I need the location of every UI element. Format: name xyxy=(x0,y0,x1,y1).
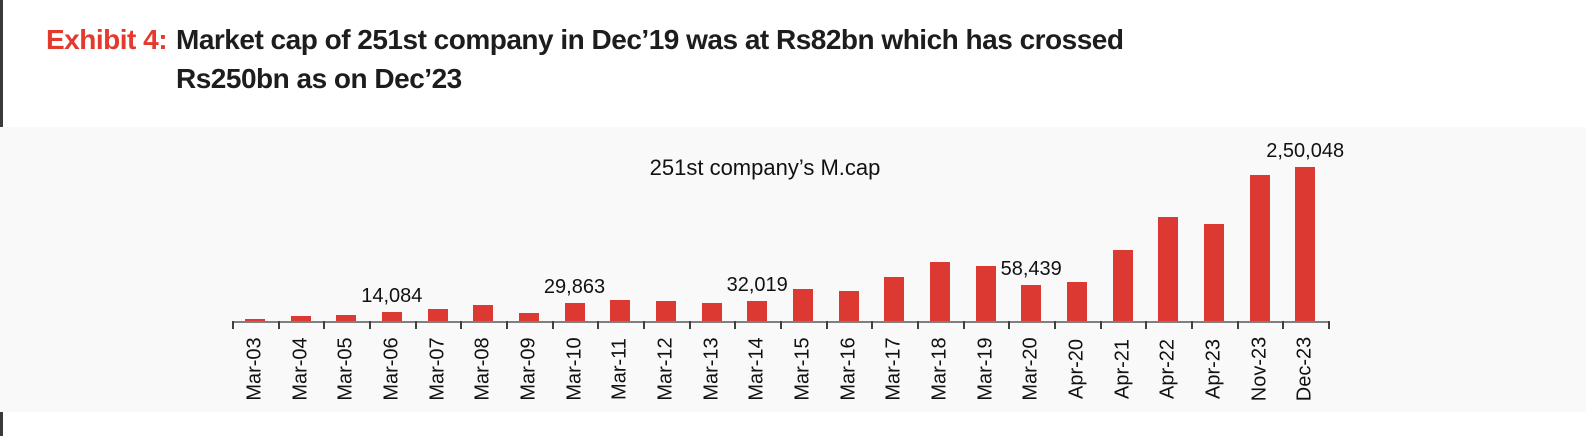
x-axis-tick xyxy=(1008,321,1010,329)
x-axis-tick xyxy=(780,321,782,329)
x-axis-tick xyxy=(232,321,234,329)
bar-Dec-23 xyxy=(1295,166,1316,321)
x-axis-tick xyxy=(415,321,417,329)
bar-Mar-13 xyxy=(701,303,722,321)
bar-Apr-23 xyxy=(1203,223,1224,321)
bar-Apr-21 xyxy=(1112,250,1133,321)
x-axis-tick xyxy=(1282,321,1284,329)
bar-Mar-08 xyxy=(473,305,494,321)
exhibit-label: Exhibit 4: xyxy=(46,24,168,55)
bar-Mar-05 xyxy=(336,314,357,321)
x-axis-tick xyxy=(826,321,828,329)
x-axis-tick xyxy=(323,321,325,329)
bar-Mar-12 xyxy=(655,301,676,321)
chart-panel xyxy=(0,127,1586,412)
bar-Mar-04 xyxy=(290,316,311,321)
x-axis-tick xyxy=(597,321,599,329)
x-axis-tick xyxy=(1100,321,1102,329)
data-label-Dec-23: 2,50,048 xyxy=(1266,139,1345,162)
x-axis-tick xyxy=(506,321,508,329)
x-axis-tick xyxy=(917,321,919,329)
bar-Mar-14 xyxy=(747,301,768,321)
exhibit-title-line2: Rs250bn as on Dec’23 xyxy=(176,63,462,94)
bar-Nov-23 xyxy=(1249,174,1270,321)
bar-Mar-20 xyxy=(1021,284,1042,321)
x-axis-tick xyxy=(1328,321,1330,329)
bar-Mar-19 xyxy=(975,265,996,321)
chart-title: 251st company’s M.cap xyxy=(649,155,881,180)
bar-Mar-15 xyxy=(792,288,813,321)
bar-Mar-09 xyxy=(518,312,539,321)
bar-Mar-06 xyxy=(381,312,402,321)
x-axis-tick xyxy=(643,321,645,329)
bar-Mar-18 xyxy=(929,262,950,321)
x-axis-tick xyxy=(369,321,371,329)
bar-Mar-17 xyxy=(884,276,905,321)
bar-Apr-22 xyxy=(1158,216,1179,321)
exhibit-title-line1: Market cap of 251st company in Dec’19 wa… xyxy=(176,24,1124,55)
x-axis-tick xyxy=(734,321,736,329)
bar-Mar-10 xyxy=(564,302,585,321)
x-axis-tick xyxy=(963,321,965,329)
data-label-Mar-10: 29,863 xyxy=(543,275,606,298)
x-axis-tick xyxy=(460,321,462,329)
x-axis-tick xyxy=(1145,321,1147,329)
x-axis-tick xyxy=(1054,321,1056,329)
x-axis-tick xyxy=(1237,321,1239,329)
x-axis-tick xyxy=(278,321,280,329)
data-label-Mar-20: 58,439 xyxy=(1000,257,1062,280)
x-axis-tick xyxy=(552,321,554,329)
x-axis-tick xyxy=(1191,321,1193,329)
exhibit-header: Exhibit 4: Market cap of 251st company i… xyxy=(46,20,1124,98)
bar-Apr-20 xyxy=(1066,281,1087,321)
data-label-Mar-14: 32,019 xyxy=(726,274,788,297)
bar-Mar-11 xyxy=(610,300,631,321)
data-label-Mar-06: 14,084 xyxy=(361,285,423,308)
bar-Mar-16 xyxy=(838,290,859,321)
bar-Mar-07 xyxy=(427,308,448,321)
x-axis-tick xyxy=(871,321,873,329)
x-axis-tick xyxy=(689,321,691,329)
bar-Mar-03 xyxy=(244,319,265,321)
exhibit-title: Market cap of 251st company in Dec’19 wa… xyxy=(176,20,1124,98)
